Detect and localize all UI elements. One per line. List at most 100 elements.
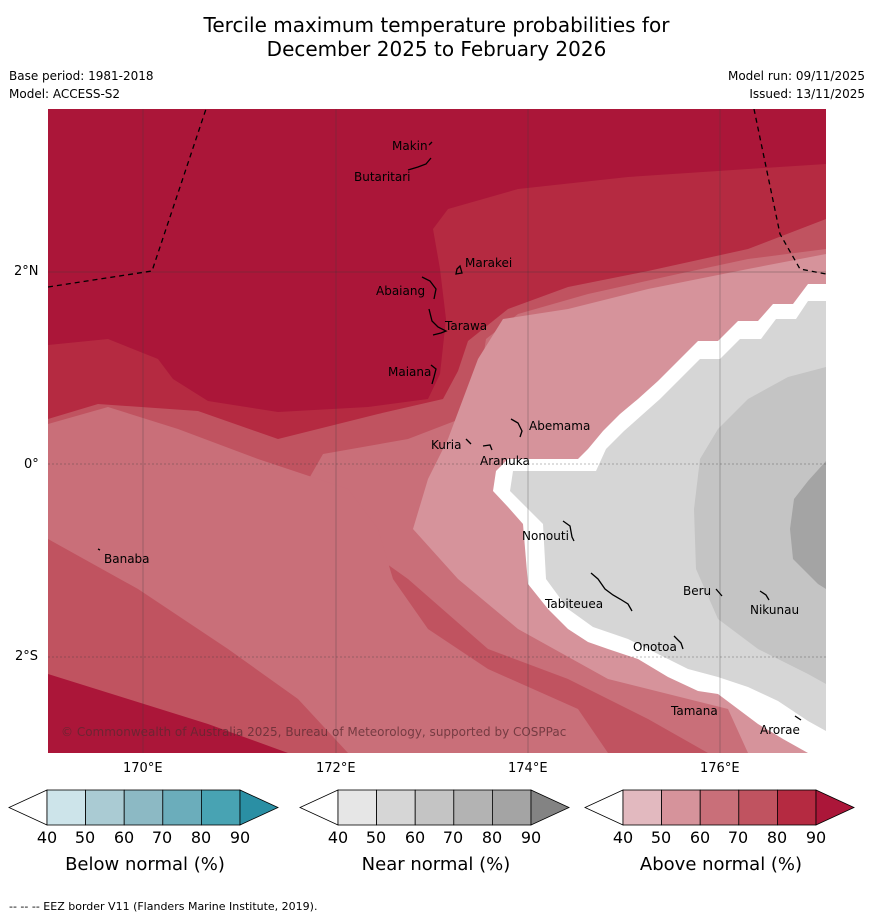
maiana-shape	[430, 364, 437, 385]
near-cbar-low-extend	[299, 789, 339, 826]
near-cbar-cell-1	[337, 789, 377, 826]
above-cbar-cell-5	[776, 789, 817, 826]
lat-label-2n: 2°N	[14, 264, 39, 279]
band-above-90-north	[48, 109, 826, 412]
legend-title-near: Near normal (%)	[361, 854, 511, 875]
map-title-line1: Tercile maximum temperature probabilitie…	[203, 13, 670, 37]
above-cbar-cell-4	[738, 789, 778, 826]
near-cbar-cell-5	[491, 789, 532, 826]
tick-near-90: 90	[520, 828, 542, 847]
label-aranuka: Aranuka	[480, 454, 530, 468]
model-name: Model: ACCESS-S2	[9, 87, 121, 101]
map-title-line2: December 2025 to February 2026	[266, 37, 607, 61]
above-cbar-cell-3	[699, 789, 740, 826]
aranuka-shape	[482, 444, 493, 451]
marakei-shape	[455, 264, 463, 275]
probability-map: Makin Butaritari Marakei Abaiang Tarawa …	[48, 109, 826, 753]
nikunau-shape	[759, 590, 770, 601]
below-cbar-cell-2	[85, 789, 125, 826]
arorae-shape	[794, 715, 802, 721]
issued-date: Issued: 13/11/2025	[749, 87, 865, 101]
near-cbar-cell-2	[376, 789, 416, 826]
tick-below-50: 50	[74, 828, 96, 847]
label-onotoa: Onotoa	[633, 640, 677, 654]
tick-below-60: 60	[113, 828, 135, 847]
label-abaiang: Abaiang	[376, 284, 425, 298]
near-cbar-high-extend	[530, 789, 570, 826]
label-kuria: Kuria	[431, 438, 462, 452]
label-nikunau: Nikunau	[750, 603, 799, 617]
label-banaba: Banaba	[104, 552, 150, 566]
legend-title-above: Above normal (%)	[639, 854, 803, 875]
below-cbar-cell-1	[46, 789, 86, 826]
island-labels: Makin Butaritari Marakei Abaiang Tarawa …	[104, 139, 800, 737]
tick-near-80: 80	[481, 828, 503, 847]
tick-near-60: 60	[404, 828, 426, 847]
banaba-shape	[97, 548, 101, 551]
abemama-shape	[510, 418, 523, 438]
band-above-70-west	[48, 407, 608, 753]
colorbar-near	[299, 789, 570, 826]
near-normal-50	[694, 367, 826, 684]
abaiang-shape	[421, 276, 437, 300]
label-maiana: Maiana	[388, 365, 431, 379]
lon-label-170e: 170°E	[123, 761, 163, 776]
eez-footnote: -- -- -- EEZ border V11 (Flanders Marine…	[9, 900, 318, 913]
near-cbar-cell-4	[453, 789, 493, 826]
lon-label-174e: 174°E	[508, 761, 548, 776]
tick-below-40: 40	[36, 828, 58, 847]
butaritari-shape	[407, 157, 432, 171]
island-shapes	[97, 141, 802, 721]
above-cbar-high-extend	[815, 789, 855, 826]
onotoa-shape	[673, 635, 684, 650]
label-makin: Makin	[392, 139, 428, 153]
label-beru: Beru	[683, 584, 711, 598]
lat-label-2s: 2°S	[15, 649, 39, 664]
lon-label-172e: 172°E	[316, 761, 356, 776]
near-cbar-cell-3	[414, 789, 455, 826]
tarawa-shape	[428, 308, 448, 336]
graticule	[48, 109, 826, 753]
eez-border	[48, 109, 826, 288]
colorbar-above	[584, 789, 855, 826]
label-arorae: Arorae	[760, 723, 800, 737]
label-butaritari: Butaritari	[354, 170, 411, 184]
label-tamana: Tamana	[670, 704, 718, 718]
below-cbar-low-extend	[8, 789, 48, 826]
below-cbar-cell-5	[200, 789, 241, 826]
label-nonouti: Nonouti	[522, 529, 569, 543]
label-tarawa: Tarawa	[444, 319, 487, 333]
above-cbar-cell-2	[661, 789, 701, 826]
tick-below-80: 80	[190, 828, 212, 847]
tick-near-70: 70	[442, 828, 464, 847]
tick-above-50: 50	[650, 828, 672, 847]
tick-near-50: 50	[365, 828, 387, 847]
above-cbar-cell-1	[622, 789, 662, 826]
tick-below-70: 70	[151, 828, 173, 847]
below-cbar-cell-4	[162, 789, 202, 826]
model-run: Model run: 09/11/2025	[727, 69, 865, 83]
tick-above-40: 40	[612, 828, 634, 847]
colorbar-below	[8, 789, 279, 826]
below-cbar-high-extend	[239, 789, 279, 826]
beru-shape	[715, 588, 723, 597]
label-tabiteuea: Tabiteuea	[544, 597, 603, 611]
nonouti-shape	[562, 520, 575, 542]
lat-label-0: 0°	[24, 457, 39, 472]
label-marakei: Marakei	[465, 256, 512, 270]
tick-above-90: 90	[805, 828, 827, 847]
legend-title-below: Below normal (%)	[65, 854, 225, 875]
near-normal-60	[790, 461, 826, 589]
base-period: Base period: 1981-2018	[9, 69, 154, 83]
lon-label-176e: 176°E	[700, 761, 740, 776]
tick-above-70: 70	[727, 828, 749, 847]
below-cbar-cell-3	[123, 789, 164, 826]
tabiteuea-shape	[590, 572, 633, 612]
copyright-notice: © Commonwealth of Australia 2025, Bureau…	[61, 725, 566, 739]
tick-near-40: 40	[327, 828, 349, 847]
tick-below-90: 90	[229, 828, 251, 847]
kuria-shape	[465, 438, 472, 445]
label-abemama: Abemama	[529, 419, 590, 433]
tick-above-60: 60	[689, 828, 711, 847]
above-cbar-low-extend	[584, 789, 624, 826]
